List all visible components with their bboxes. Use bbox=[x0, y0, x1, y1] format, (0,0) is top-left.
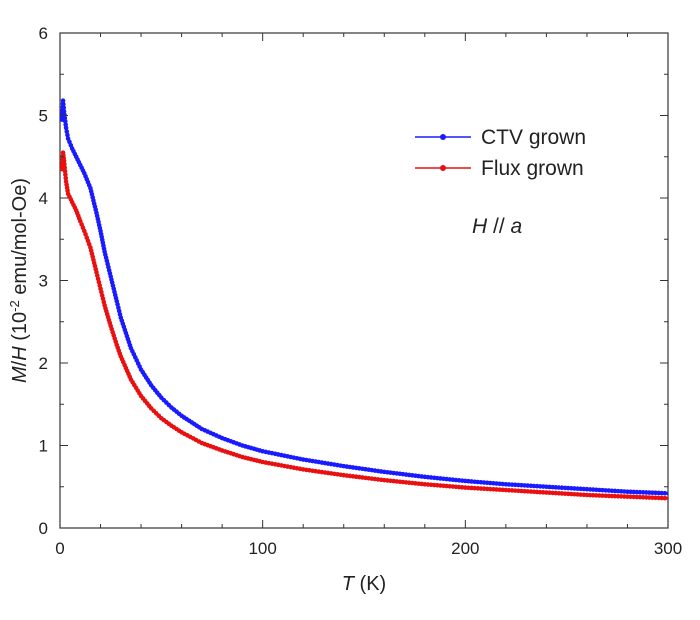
data-point bbox=[61, 101, 66, 107]
series-0 bbox=[59, 98, 669, 496]
y-tick-label: 4 bbox=[39, 189, 48, 208]
legend-marker-flux bbox=[440, 165, 446, 171]
data-point bbox=[63, 125, 69, 131]
legend-label-ctv: CTV grown bbox=[481, 126, 586, 149]
ticks-layer: 0 100 200 300 0 1 2 3 4 5 6 bbox=[39, 24, 683, 558]
data-point bbox=[60, 98, 66, 103]
data-point bbox=[62, 168, 68, 174]
legend-entry-ctv: CTV grown bbox=[415, 126, 586, 149]
legend-label-flux: Flux grown bbox=[481, 157, 584, 180]
legend-marker-ctv bbox=[440, 134, 446, 140]
data-point bbox=[63, 172, 68, 177]
y-tick-label: 2 bbox=[39, 354, 48, 373]
data-point bbox=[65, 132, 70, 138]
plot-area: 0 100 200 300 0 1 2 3 4 5 6 bbox=[39, 24, 683, 558]
data-point bbox=[61, 105, 67, 111]
series-1 bbox=[59, 150, 669, 501]
data-point bbox=[61, 158, 67, 164]
y-tick-label: 3 bbox=[39, 272, 48, 291]
legend: CTV grown Flux grown bbox=[415, 126, 586, 180]
data-point bbox=[63, 175, 69, 181]
x-tick-label: 300 bbox=[654, 539, 682, 558]
y-axis-label: M/H (10-2 emu/mol-Oe) bbox=[7, 178, 32, 383]
plot-frame bbox=[59, 32, 669, 529]
y-tick-label: 5 bbox=[39, 107, 48, 126]
y-tick-label: 1 bbox=[39, 437, 48, 456]
data-point bbox=[62, 165, 68, 171]
y-tick-label: 6 bbox=[39, 24, 48, 43]
data-point bbox=[662, 495, 668, 501]
series-layer bbox=[59, 98, 669, 501]
series-line-1 bbox=[60, 152, 669, 500]
x-tick-label: 200 bbox=[451, 539, 479, 558]
x-tick-label: 0 bbox=[55, 539, 64, 558]
data-point bbox=[64, 129, 70, 134]
legend-entry-flux: Flux grown bbox=[415, 157, 584, 180]
x-axis-label: T (K) bbox=[342, 573, 386, 595]
data-point bbox=[662, 490, 668, 496]
y-tick-label: 0 bbox=[39, 519, 48, 538]
data-point bbox=[62, 162, 67, 167]
x-tick-label: 100 bbox=[248, 539, 276, 558]
field-direction-annotation: H // a bbox=[472, 215, 522, 238]
